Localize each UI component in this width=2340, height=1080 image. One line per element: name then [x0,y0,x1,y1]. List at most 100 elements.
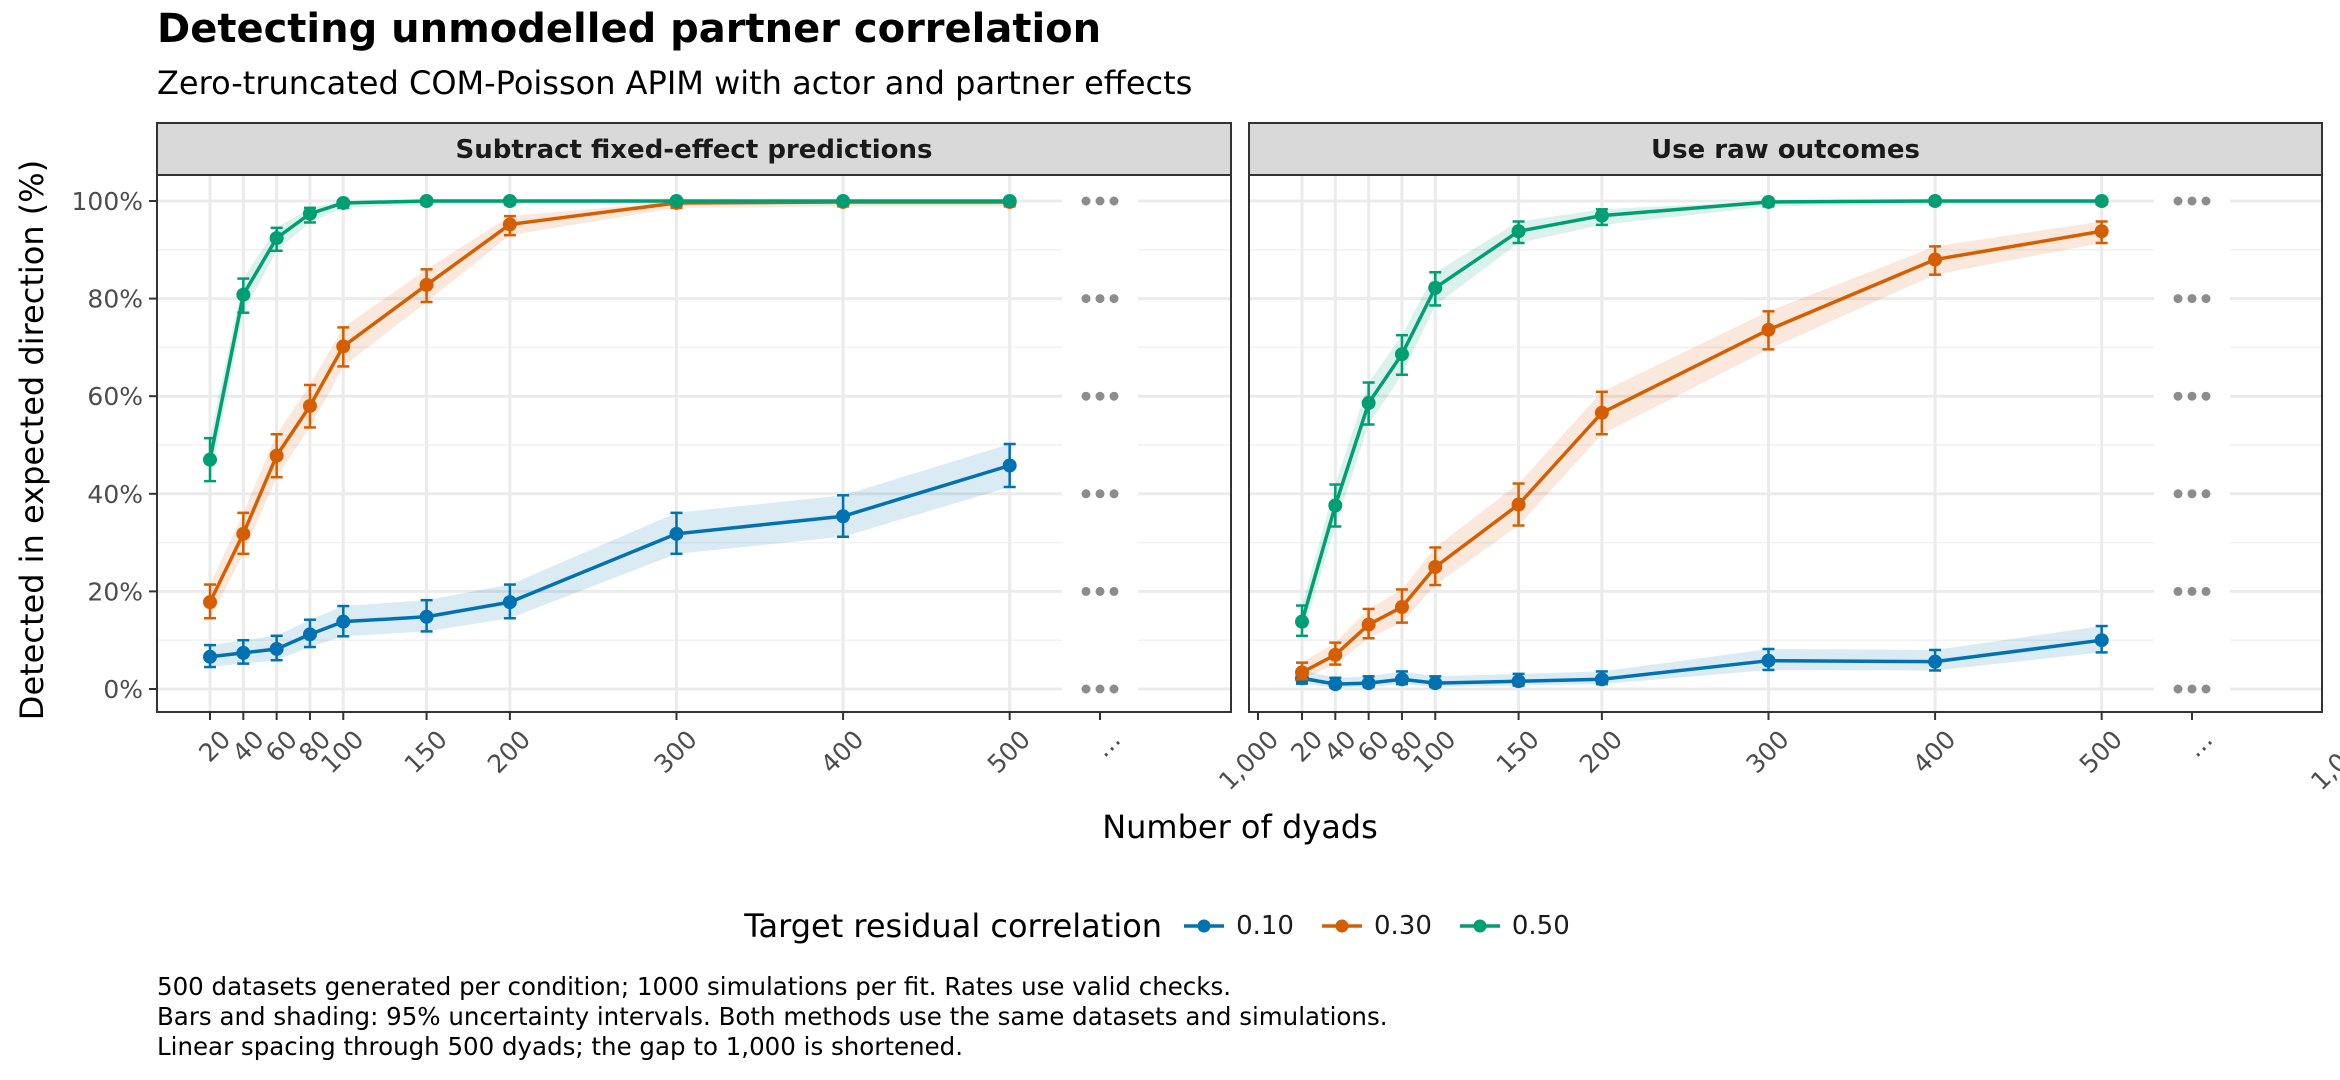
data-point [1328,498,1343,513]
axis-break-dot [1081,586,1091,596]
data-point [1328,677,1343,692]
data-point [236,526,251,541]
data-point [419,609,434,624]
data-point [1761,194,1776,209]
data-point [269,641,284,656]
legend-key-icon [1184,919,1225,933]
data-point [336,614,351,629]
data-point [1394,600,1409,615]
data-point [502,194,517,208]
axis-break-dot [1109,196,1119,206]
axis-break-dot [1109,294,1119,304]
axis-break-dot [1081,391,1091,401]
axis-break-dot [2187,391,2197,401]
series-line [1301,638,2102,686]
x-tick-label: … [2180,725,2218,763]
x-tick-label: … [1088,725,1126,763]
data-point [1428,560,1443,574]
legend-item-0.10: 0.10 [1182,911,1294,941]
axis-break-dot [2187,684,2197,694]
x-tick-label: 400 [815,725,869,779]
series-0.50 [203,194,1265,483]
y-tick-label: 20% [87,577,143,606]
legend-title: Target residual correlation [744,907,1163,945]
axis-break-dot [2173,489,2183,499]
data-point [836,194,851,208]
legend-item-0.30: 0.30 [1320,911,1432,941]
axis-break-dot [2201,586,2211,596]
x-tick-label: 150 [399,725,453,779]
chart-title: Detecting unmodelled partner correlation [157,6,1102,52]
data-point [1002,458,1017,473]
axis-break-mask [2154,175,2230,712]
data-point [1002,194,1017,208]
data-point [1511,674,1526,689]
caption-line: 500 datasets generated per condition; 10… [157,972,1232,1001]
x-tick-label: 300 [648,725,702,779]
data-point [1394,672,1409,687]
axis-break-mask [1062,175,1138,712]
legend-key-icon [1459,919,1500,933]
axis-break-dot [1081,684,1091,694]
axis-break-dot [2173,196,2183,206]
caption: 500 datasets generated per condition; 10… [157,972,1388,1062]
axis-break-dot [2201,684,2211,694]
axis-break-dot [2173,586,2183,596]
facet-panel-1: Subtract fixed-effect predictions2040608… [156,122,1284,790]
axis-break-dot [2201,196,2211,206]
y-axis-title: Detected in expected direction (%) [13,159,51,721]
data-point [269,231,284,246]
data-point [2094,633,2109,648]
axis-break-dot [1081,196,1091,206]
series-0.30 [1295,220,2109,681]
data-point [502,595,517,610]
legend-label: 0.30 [1373,911,1432,941]
uncertainty-ribbon [210,444,1010,668]
plot-background [1249,175,2322,712]
series-line [208,199,1010,460]
panel-border [156,174,1232,713]
x-tick-label: 1,000 [1213,725,1284,790]
caption-line: Bars and shading: 95% uncertainty interv… [157,1002,1388,1031]
axis-break-dot [1095,489,1105,499]
axis-break-dot [1081,294,1091,304]
x-tick-label: 300 [1740,725,1794,779]
axis-break-dot [1095,294,1105,304]
data-point [336,339,351,354]
x-tick-label: 1,000 [2305,725,2340,790]
axis-break-dot [1109,489,1119,499]
data-point [302,398,317,413]
data-point [1295,665,1309,680]
y-tick-label: 100% [72,187,143,216]
data-point [1928,194,1943,208]
axis-break-dot [2173,684,2183,694]
axis-break-dot [2173,294,2183,304]
x-tick-label: 500 [2074,725,2128,779]
axis-break-dot [1109,684,1119,694]
legend-label: 0.10 [1236,911,1294,941]
series-0.50 [1295,194,2109,638]
y-tick-label: 80% [87,285,143,314]
legend: Target residual correlation 0.10 0.30 0.… [0,902,2340,950]
legend-label: 0.50 [1511,911,1570,941]
y-tick-label: 60% [87,382,143,411]
series-0.10 [203,317,1265,669]
axis-break-dot [2187,196,2197,206]
data-point [236,645,251,660]
data-point [1511,224,1526,239]
axis-break-dot [1081,489,1091,499]
data-point [269,448,284,463]
panel-border [1248,174,2323,713]
data-point [302,206,317,221]
series-line [209,463,1011,659]
data-point [419,277,434,292]
data-point [203,452,217,467]
x-tick-label: 200 [482,725,536,779]
data-point [1361,396,1376,411]
axis-break-dot [2187,586,2197,596]
x-axis-title: Number of dyads [1102,808,1378,846]
data-point [203,649,217,664]
y-tick-label: 0% [103,675,143,704]
data-point [1328,647,1343,662]
